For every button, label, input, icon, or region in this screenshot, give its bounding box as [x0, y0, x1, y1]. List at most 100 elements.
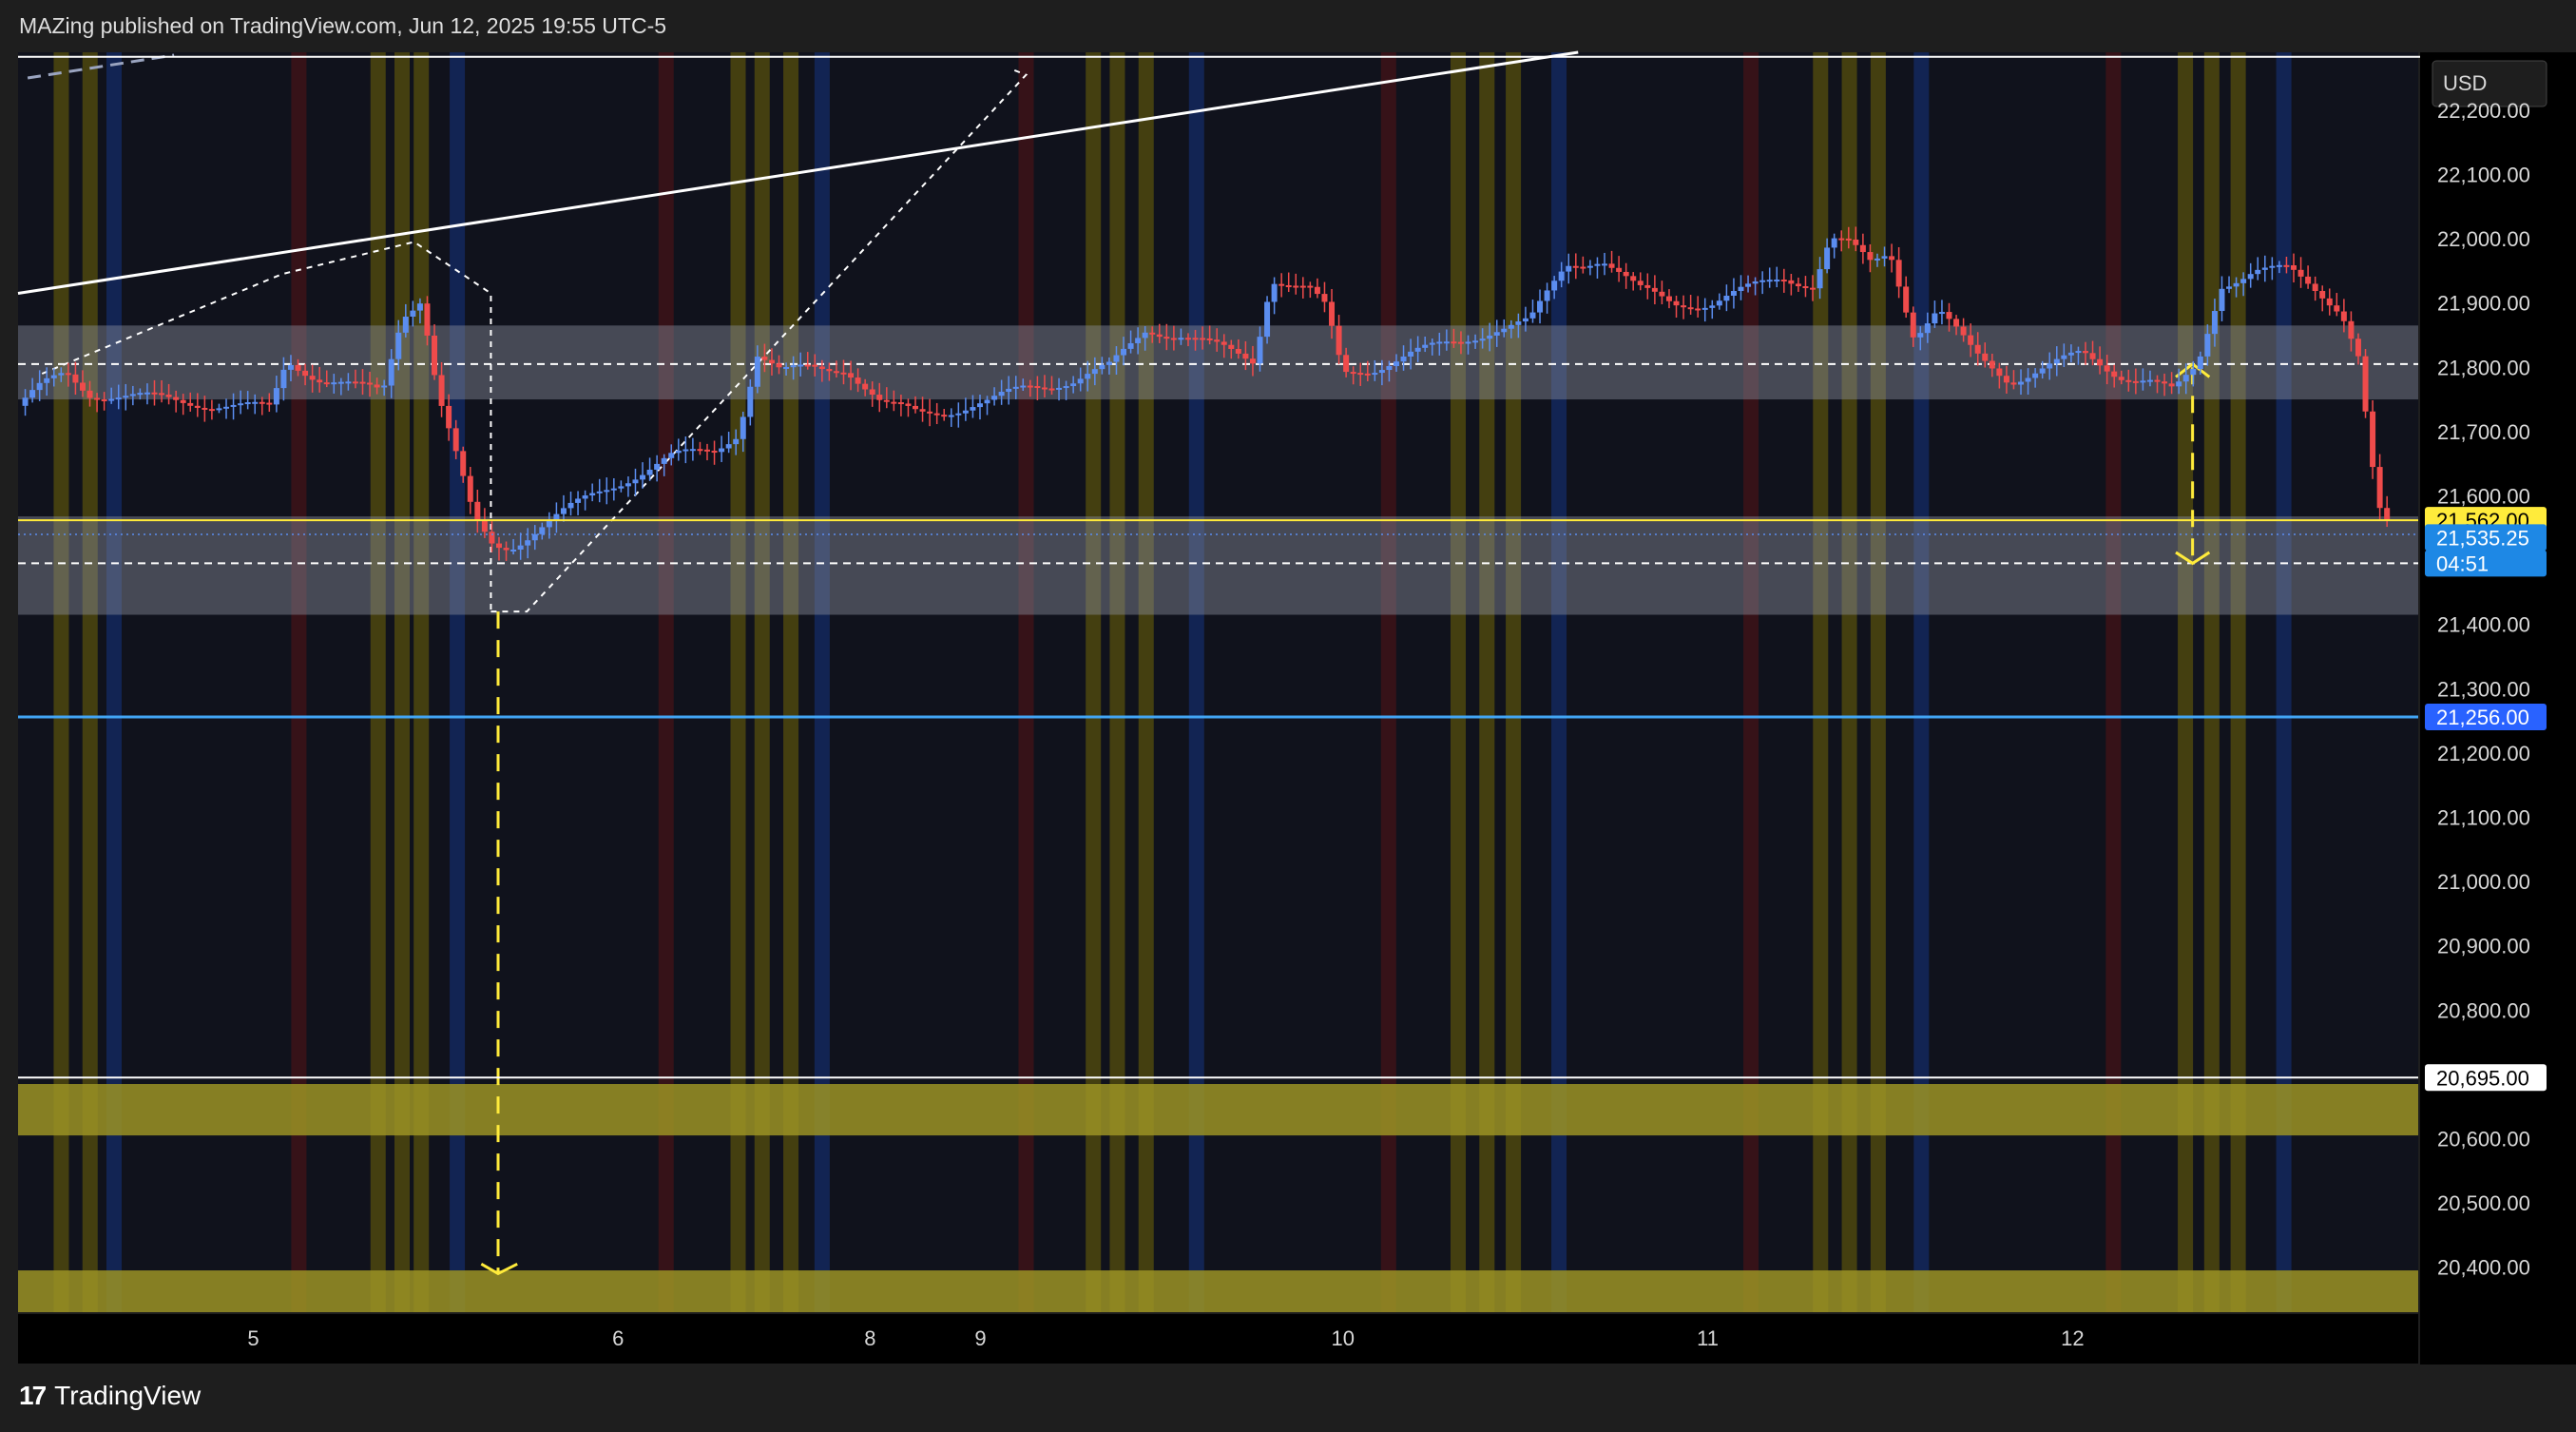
candle-body [1766, 280, 1773, 282]
candle-body [2018, 381, 2025, 385]
candle [1178, 328, 1184, 345]
candle-body [1910, 312, 1916, 338]
candle-body [2097, 358, 2104, 366]
candle-body [1192, 338, 1199, 340]
price-tag-bg [2425, 1064, 2547, 1092]
yellow-zone-lower [18, 1270, 2418, 1312]
currency-button[interactable] [2432, 60, 2547, 107]
candle-body [2233, 282, 2240, 287]
candle [1903, 276, 1910, 319]
candle-body [1200, 338, 1206, 340]
price-tag-label: 20,695.00 [2436, 1066, 2529, 1090]
candle-body [1917, 333, 1924, 338]
candle [1586, 260, 1593, 276]
candle-body [1831, 238, 1837, 248]
candle [1451, 328, 1457, 348]
candle-body [733, 438, 740, 445]
candle [1515, 313, 1522, 339]
candle-body [1745, 283, 1752, 287]
candle-body [259, 401, 265, 404]
session-band-yellow [370, 52, 386, 1312]
candle-body [1314, 286, 1320, 295]
candle-body [1651, 287, 1658, 292]
candle-body [410, 310, 416, 318]
candle [740, 411, 746, 453]
tradingview-logo-icon: 17 [19, 1381, 47, 1410]
candle-body [812, 364, 818, 367]
candle-body [2111, 371, 2118, 377]
candle-body [2061, 355, 2067, 359]
candle [1709, 300, 1716, 319]
candle [640, 462, 646, 489]
price-tag: 21,256.00 [2425, 704, 2547, 731]
candle-body [510, 549, 517, 552]
candle [1372, 359, 1378, 381]
candle-body [719, 448, 725, 453]
candle-body [273, 388, 279, 405]
candle-body [891, 401, 897, 404]
candle [1687, 295, 1694, 315]
candle [1817, 257, 1823, 300]
candle-body [1178, 338, 1184, 340]
candle-body [747, 386, 754, 417]
time-axis[interactable] [18, 1314, 2418, 1364]
candle-body [2039, 368, 2046, 374]
session-band-blue [106, 52, 122, 1312]
candle [1730, 278, 1737, 309]
candle-body [194, 405, 201, 408]
candle-body [129, 394, 136, 397]
candle [1551, 276, 1558, 300]
candle [101, 392, 107, 411]
candle-body [604, 490, 610, 493]
candle-body [1874, 258, 1880, 261]
candle [323, 370, 330, 388]
session-band-red [1018, 52, 1034, 1312]
footer-brand: TradingView [54, 1381, 202, 1410]
candle-body [754, 357, 760, 387]
price-tag-label: 04:51 [2436, 552, 2489, 575]
candle-body [1228, 344, 1235, 349]
candle [1953, 315, 1960, 336]
candle-body [2326, 298, 2333, 306]
price-tag: 21,535.25 [2425, 524, 2547, 552]
candle [44, 367, 50, 397]
candle [489, 521, 495, 552]
candle-body [1443, 341, 1450, 344]
candle-body [1508, 324, 1514, 329]
candle [632, 468, 639, 496]
candle-body [2370, 411, 2376, 468]
candle [180, 394, 186, 416]
candle [216, 403, 222, 414]
price-tags: 21,562.0021,535.2504:5121,256.0020,695.0… [2425, 507, 2547, 1092]
candle [560, 494, 567, 522]
session-band-red [1743, 52, 1759, 1312]
candle-body [2089, 353, 2096, 359]
upper-grey-zone [18, 325, 2418, 400]
candle [1889, 243, 1895, 273]
candle [768, 348, 775, 376]
session-band-yellow [1506, 52, 1522, 1312]
candle [2204, 324, 2211, 366]
candle [883, 387, 890, 409]
candle-body [927, 411, 933, 414]
candle [223, 398, 230, 419]
candle [575, 491, 582, 515]
candle [1457, 331, 1464, 355]
candle [1307, 281, 1314, 299]
session-band-yellow [1109, 52, 1125, 1312]
candle [1723, 284, 1730, 312]
candle-body [1293, 285, 1299, 288]
candle-body [625, 483, 631, 487]
candle-body [1012, 386, 1019, 389]
candle-body [44, 377, 50, 383]
candle [266, 393, 273, 413]
candle [1989, 354, 1995, 377]
candle [481, 508, 488, 538]
candle [970, 395, 976, 418]
candle [1422, 336, 1429, 353]
candle [495, 536, 502, 561]
candle-body [2340, 311, 2347, 321]
session-band-blue [2276, 52, 2292, 1312]
trendline [17, 50, 1579, 295]
